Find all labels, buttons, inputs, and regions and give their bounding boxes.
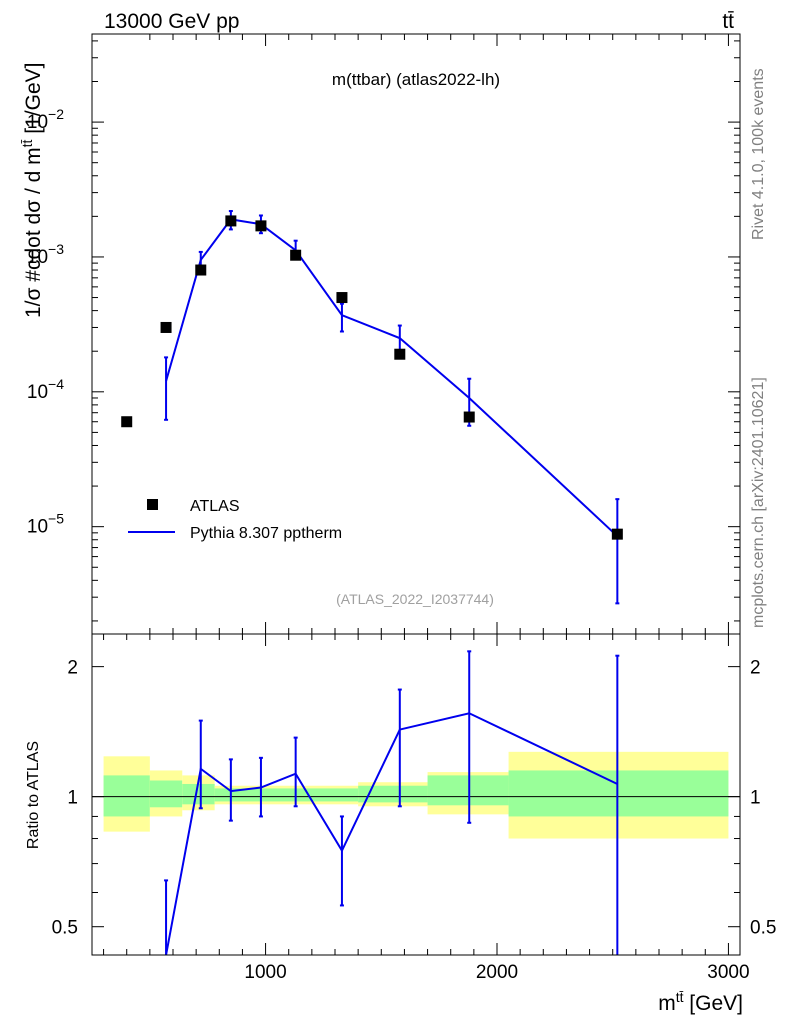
legend-marker-atlas	[147, 499, 158, 510]
ratio-mc-line	[165, 712, 618, 956]
main-y-axis-label: 1/σ #cdot dσ / d mtt̄ [1/GeV]	[19, 63, 45, 319]
x-tick-label: 1000	[244, 962, 286, 983]
ratio-uncertainty-bands	[103, 751, 729, 839]
ratio-plot-frame	[91, 633, 741, 956]
data-point	[121, 416, 133, 428]
analysis-id-label: (ATLAS_2022_I2037744)	[336, 591, 494, 607]
data-point	[290, 249, 302, 261]
mc-series	[164, 210, 620, 605]
ratio-y-tick-label-right: 2	[750, 658, 761, 679]
plot-title: m(ttbar) (atlas2022-lh)	[332, 70, 500, 89]
ratio-y-tick-label: 1	[67, 788, 78, 809]
data-series	[121, 215, 623, 540]
x-axis-label: mtt̄ [GeV]	[658, 989, 743, 1015]
main-y-tick-exponent: −3	[48, 241, 64, 257]
legend-label-atlas: ATLAS	[190, 498, 240, 515]
ratio-y-tick-label-right: 0.5	[750, 918, 776, 939]
ratio-inner-band	[214, 788, 359, 802]
main-y-tick-exponent: −4	[48, 376, 64, 392]
mc-line	[165, 218, 619, 537]
legend: ATLAS Pythia 8.307 pptherm	[128, 498, 342, 542]
ratio-axis-ticks: 1000 2000 3000 0.5 0.5 1 1 2 2	[52, 634, 776, 983]
data-point	[463, 411, 475, 423]
ratio-inner-band	[427, 775, 509, 806]
ratio-inner-band	[149, 780, 183, 808]
legend-label-pythia: Pythia 8.307 pptherm	[190, 525, 342, 542]
ratio-inner-band	[358, 785, 428, 803]
main-y-tick-exponent: −2	[48, 106, 64, 122]
ratio-y-tick-label: 2	[67, 658, 78, 679]
ratio-inner-band	[182, 783, 215, 805]
mcplots-source-label: mcplots.cern.ch [arXiv:2401.10621]	[750, 377, 767, 628]
ratio-plot-panel: 1000 2000 3000 0.5 0.5 1 1 2 2 Ratio to ATLAS mt…	[25, 633, 776, 1015]
x-tick-label: 2000	[476, 962, 518, 983]
data-point	[160, 321, 172, 333]
ratio-mc-series	[164, 650, 620, 956]
main-plot-frame	[91, 33, 741, 635]
rivet-version-label: Rivet 4.1.0, 100k events	[750, 68, 767, 240]
x-tick-label: 3000	[707, 962, 749, 983]
main-plot-panel: 10−510−410−310−2 m(ttbar) (atlas2022-lh)…	[19, 33, 741, 635]
header-beam-label: 13000 GeV pp	[104, 10, 239, 33]
ratio-y-tick-label: 0.5	[52, 918, 78, 939]
data-point	[394, 348, 406, 360]
main-y-tick-exponent: −5	[48, 511, 64, 527]
ratio-y-tick-label-right: 1	[750, 788, 761, 809]
data-point	[611, 528, 623, 540]
main-axis-ticks: 10−510−410−310−2	[27, 34, 740, 634]
main-y-tick-label: 10−4	[27, 376, 64, 403]
ratio-inner-band	[508, 770, 729, 817]
data-point	[195, 264, 207, 276]
data-point	[336, 292, 348, 304]
ratio-inner-band	[103, 775, 150, 817]
data-point	[225, 215, 237, 227]
ratio-y-axis-label: Ratio to ATLAS	[25, 741, 42, 849]
header-process-label: tt̄	[722, 10, 734, 33]
data-point	[255, 220, 267, 232]
main-y-tick-label: 10−5	[27, 511, 64, 538]
